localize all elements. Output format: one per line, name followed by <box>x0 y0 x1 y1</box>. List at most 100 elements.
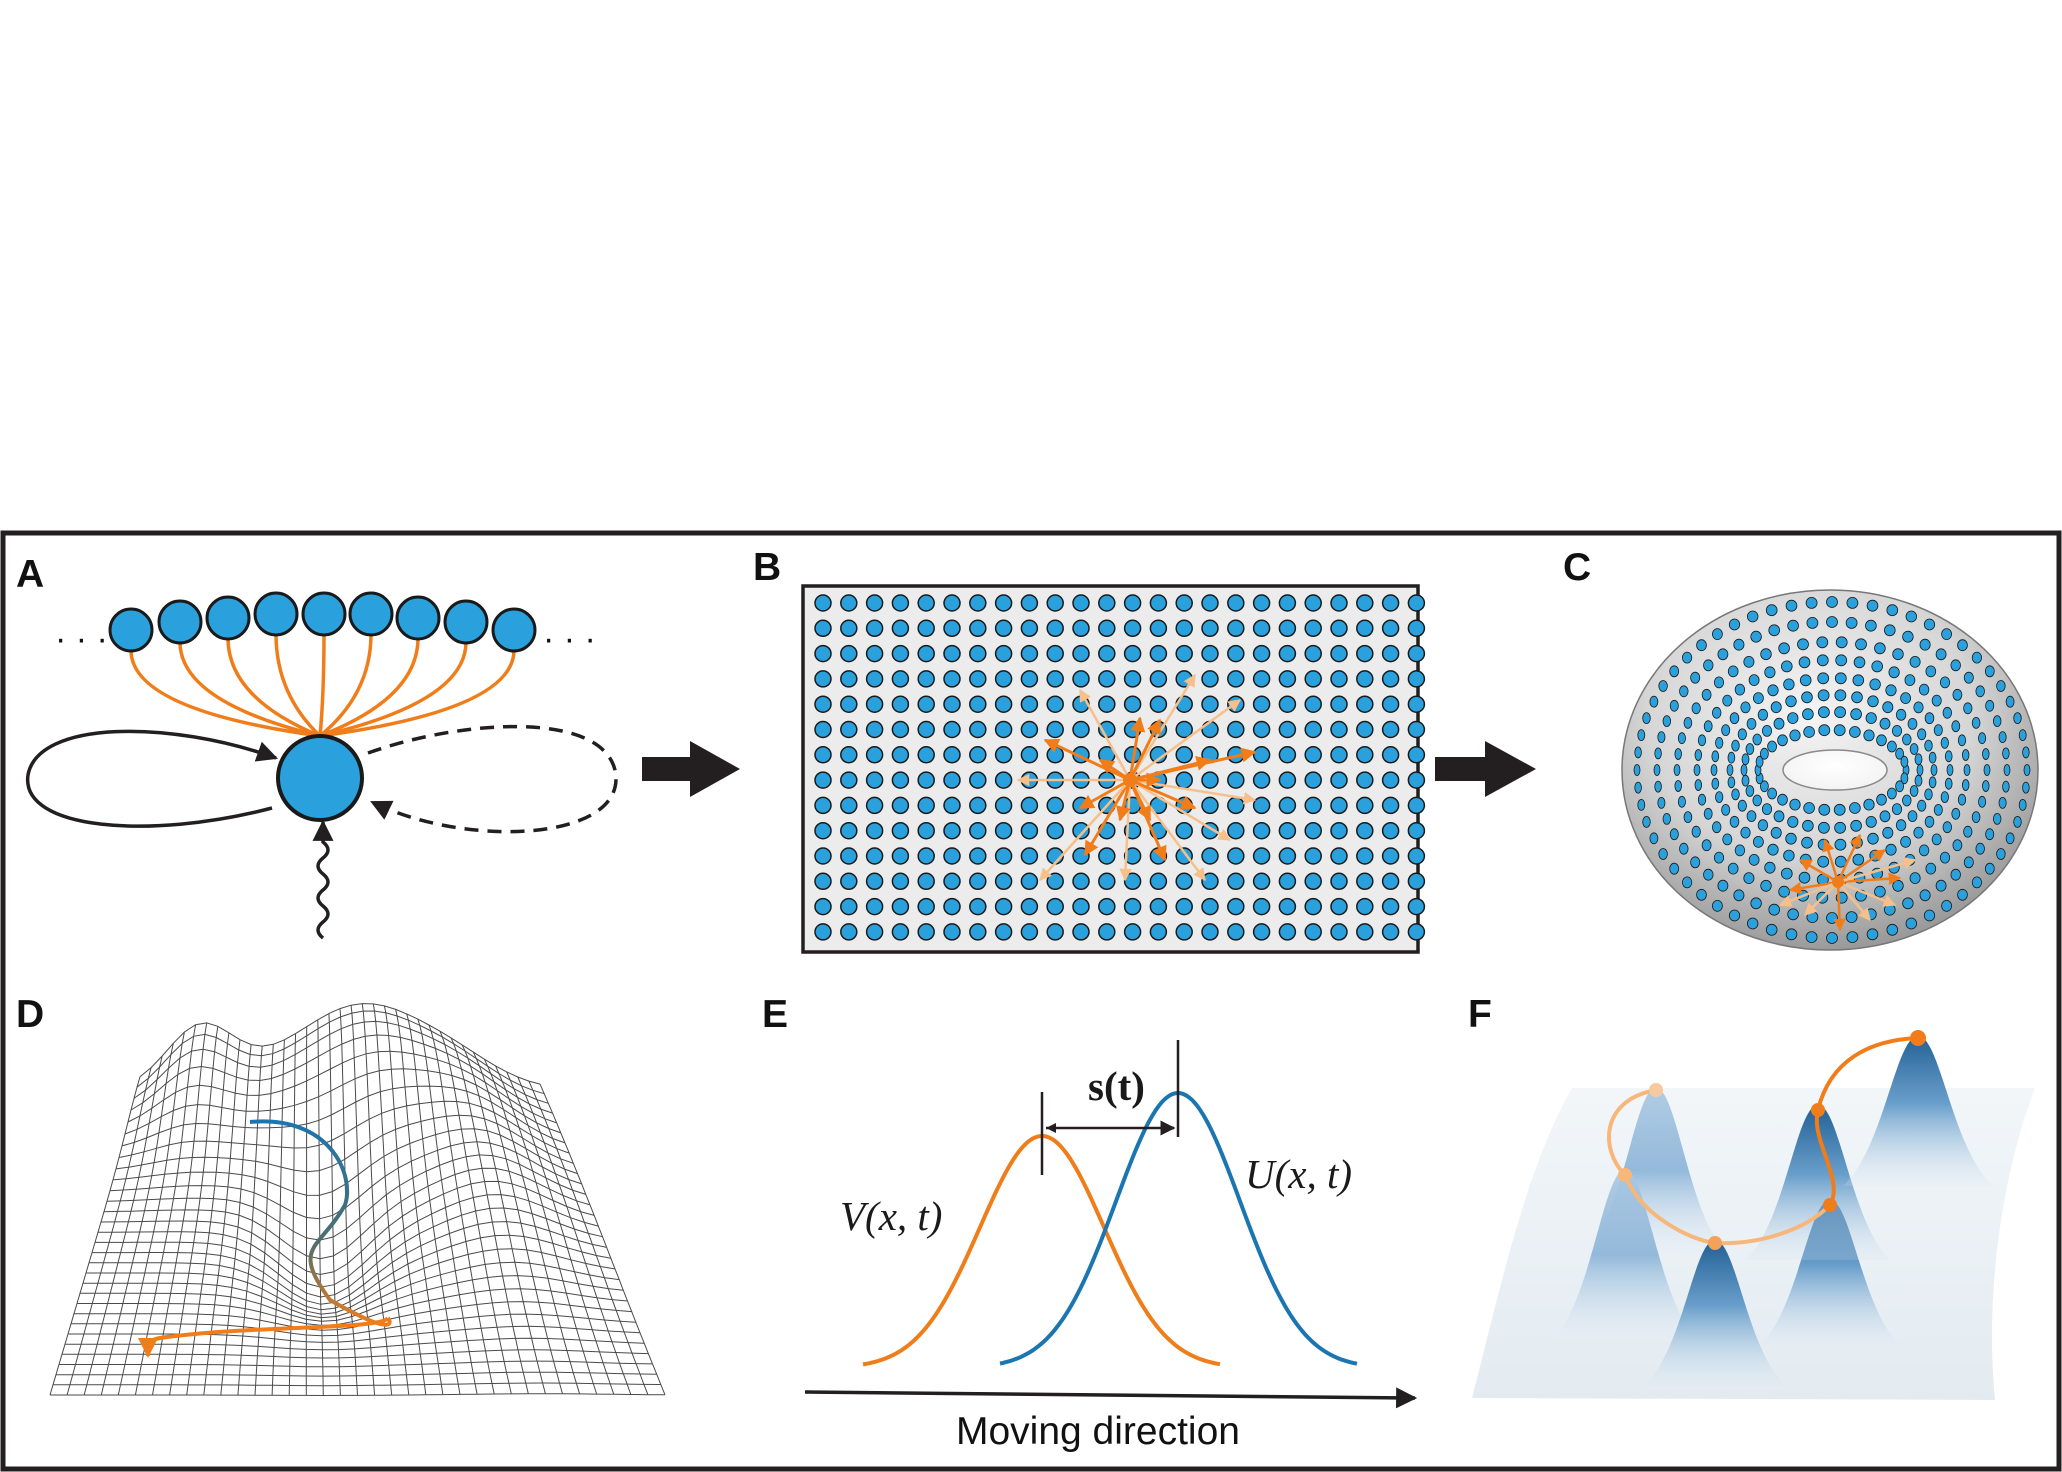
grid-neuron <box>891 695 910 713</box>
panel-c-torus-hole <box>1782 749 1888 791</box>
grid-neuron <box>943 594 961 612</box>
mesh-line <box>472 1051 563 1394</box>
torus-neuron <box>1846 597 1859 609</box>
torus-neuron <box>1957 888 1968 901</box>
torus-neuron <box>1907 718 1918 730</box>
torus-neuron <box>1694 779 1702 791</box>
torus-neuron <box>1729 712 1740 725</box>
torus-neuron <box>1798 656 1811 669</box>
grid-neuron <box>1381 670 1400 688</box>
torus-neuron <box>1975 685 1985 698</box>
torus-neuron <box>1760 747 1769 760</box>
torus-neuron <box>1942 821 1953 834</box>
grid-neuron <box>891 619 910 638</box>
torus-neuron <box>1891 803 1903 815</box>
presynaptic-neuron <box>395 595 441 641</box>
torus-neuron <box>1781 660 1793 673</box>
torus-neuron <box>1917 799 1927 812</box>
torus-neuron <box>1884 624 1896 637</box>
panel-a-ellipsis-left: · · · <box>55 620 108 658</box>
torus-neuron <box>1876 734 1887 747</box>
torus-neuron <box>1835 654 1848 667</box>
torus-neuron <box>1781 867 1793 880</box>
grid-neuron <box>865 746 884 764</box>
grid-neuron <box>1098 872 1116 891</box>
torus-neuron <box>1833 724 1846 737</box>
grid-neuron <box>943 746 961 764</box>
torus-neuron <box>1925 862 1937 875</box>
torus-neuron <box>1855 638 1867 651</box>
panel-e-axis-label: Moving direction <box>956 1410 1240 1453</box>
torus-neuron <box>1721 804 1731 816</box>
grid-neuron <box>1020 644 1039 663</box>
grid-neuron <box>917 594 935 612</box>
grid-neuron <box>1356 796 1374 815</box>
grid-neuron <box>1149 695 1168 713</box>
torus-neuron <box>1799 674 1812 687</box>
grid-neuron <box>840 670 858 688</box>
grid-neuron <box>1046 670 1064 688</box>
grid-neuron <box>1278 695 1297 713</box>
torus-neuron <box>1866 928 1879 941</box>
torus-neuron <box>1755 755 1764 768</box>
panel-f-bump-trajectory <box>1472 1030 2035 1400</box>
torus-neuron <box>1677 795 1686 808</box>
torus-neuron <box>1746 610 1759 623</box>
torus-neuron <box>1963 856 1974 869</box>
torus-neuron <box>1892 879 1904 892</box>
grid-neuron <box>1381 847 1400 865</box>
torus-neuron <box>1900 836 1911 848</box>
torus-neuron <box>1658 848 1668 860</box>
panel-label-c: C <box>1563 546 1591 589</box>
connection-arrow <box>1837 857 1917 884</box>
torus-neuron <box>1852 853 1865 866</box>
torus-neuron <box>1886 604 1899 617</box>
torus-neuron <box>1773 717 1785 730</box>
torus-neuron <box>1711 706 1722 719</box>
grid-neuron <box>969 796 987 815</box>
torus-neuron <box>1727 862 1739 875</box>
grid-neuron <box>1227 670 1245 688</box>
torus-neuron <box>1885 843 1897 856</box>
grid-neuron <box>840 644 858 663</box>
grid-neuron <box>1381 771 1400 789</box>
grid-neuron <box>1098 619 1116 638</box>
grid-neuron <box>814 695 832 713</box>
torus-neuron <box>1826 616 1838 628</box>
grid-neuron <box>1227 644 1245 663</box>
grid-neuron <box>1356 619 1374 638</box>
torus-neuron <box>1941 900 1952 912</box>
torus-neuron <box>2022 746 2030 759</box>
panel-f-bumps <box>1553 1036 1993 1385</box>
grid-neuron <box>994 644 1013 663</box>
panel-a-self-loop <box>26 729 278 828</box>
torus-neuron <box>1876 793 1887 806</box>
torus-neuron <box>1768 624 1780 637</box>
grid-neuron <box>1072 872 1090 891</box>
torus-neuron <box>1826 932 1838 944</box>
panel-e-curve-v-label: V(x, t) <box>840 1193 942 1239</box>
torus-neuron <box>1924 788 1933 801</box>
grid-neuron <box>969 771 987 789</box>
torus-neuron <box>1867 695 1879 708</box>
torus-neuron <box>1673 764 1681 776</box>
grid-neuron <box>1020 619 1039 638</box>
grid-neuron <box>814 644 832 663</box>
grid-neuron <box>994 771 1013 789</box>
grid-neuron <box>1046 872 1064 891</box>
torus-neuron <box>1935 879 1947 892</box>
connection-arrow <box>1128 718 1162 781</box>
torus-neuron <box>1717 648 1729 661</box>
torus-neuron <box>1734 844 1746 857</box>
torus-neuron <box>1863 729 1875 742</box>
grid-neuron <box>1046 720 1064 739</box>
torus-neuron <box>1849 726 1861 738</box>
torus-neuron <box>1928 776 1937 789</box>
torus-neuron <box>1760 879 1772 892</box>
torus-neuron <box>1882 701 1894 714</box>
grid-neuron <box>1020 897 1039 916</box>
torus-neuron <box>1913 826 1924 839</box>
grid-neuron <box>1278 796 1297 815</box>
grid-neuron <box>917 670 935 688</box>
torus-neuron <box>1919 889 1931 902</box>
